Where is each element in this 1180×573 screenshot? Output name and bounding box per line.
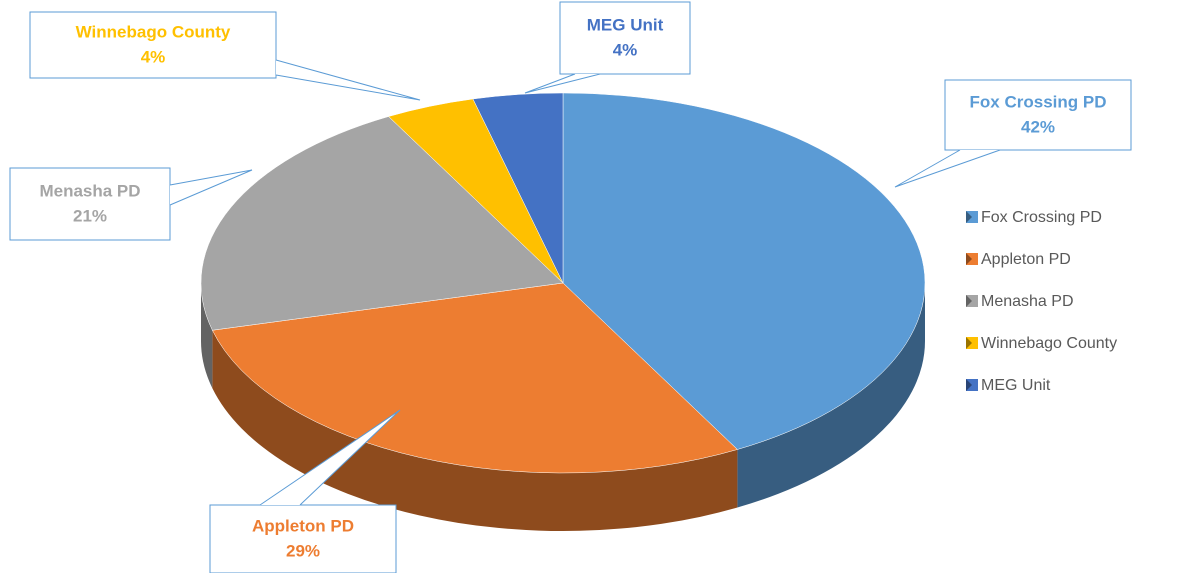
callout-box xyxy=(29,11,277,79)
legend-swatch-shade xyxy=(966,337,972,349)
callout-box xyxy=(9,167,171,241)
slice xyxy=(472,92,564,284)
data-label: 4% xyxy=(613,40,638,59)
legend-swatch-shade xyxy=(966,211,972,223)
callout-name: Winnebago County xyxy=(76,22,231,41)
callout-name: Menasha PD xyxy=(39,181,140,200)
callout-box xyxy=(209,504,397,573)
callout-name: MEG Unit xyxy=(587,15,664,34)
slice-side xyxy=(737,283,925,508)
callout-pointer xyxy=(894,149,1001,188)
callout-pointer xyxy=(169,169,253,206)
data-label: 42% xyxy=(1021,117,1055,136)
callout-box xyxy=(559,1,691,75)
slice xyxy=(211,282,738,474)
slice xyxy=(562,92,926,450)
legend-label: MEG Unit xyxy=(981,377,1051,394)
slice-side xyxy=(212,330,738,531)
callout-name: Appleton PD xyxy=(252,516,354,535)
data-label: 4% xyxy=(141,47,166,66)
legend-swatch-shade xyxy=(966,295,972,307)
callout-pointer xyxy=(275,59,421,101)
data-label: 21% xyxy=(73,206,107,225)
legend-label: Appleton PD xyxy=(981,251,1071,268)
legend-label: Fox Crossing PD xyxy=(981,209,1102,226)
legend-swatch-shade xyxy=(966,379,972,391)
legend-label: Menasha PD xyxy=(981,293,1074,310)
slice xyxy=(200,116,564,331)
callout-box xyxy=(944,79,1132,151)
data-label: 29% xyxy=(286,541,320,560)
legend-swatch-shade xyxy=(966,253,972,265)
callout-pointer xyxy=(524,73,601,94)
slice-side xyxy=(201,283,213,389)
callout-name: Fox Crossing PD xyxy=(970,92,1107,111)
legend-label: Winnebago County xyxy=(981,335,1117,352)
callout-pointer xyxy=(259,409,401,506)
